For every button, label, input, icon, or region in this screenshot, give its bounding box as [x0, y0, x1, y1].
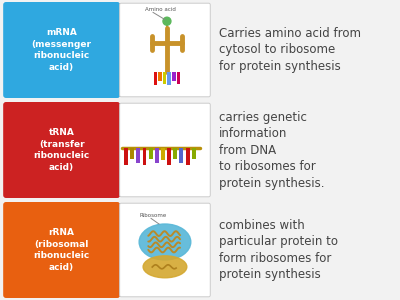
Text: tRNA
(transfer
ribonucleic
acid): tRNA (transfer ribonucleic acid) — [34, 128, 90, 172]
Bar — [163, 72, 166, 84]
Bar — [186, 148, 190, 165]
Bar — [124, 148, 128, 165]
Bar — [180, 148, 184, 163]
Bar — [192, 148, 196, 159]
FancyBboxPatch shape — [120, 103, 210, 197]
Ellipse shape — [143, 256, 187, 278]
FancyBboxPatch shape — [120, 203, 210, 297]
Bar — [167, 148, 171, 165]
Bar — [149, 148, 153, 159]
Bar — [136, 148, 140, 163]
Bar — [158, 72, 162, 81]
Text: Carries amino acid from
cytosol to ribosome
for protein synthesis: Carries amino acid from cytosol to ribos… — [219, 27, 361, 73]
Bar — [130, 148, 134, 159]
Text: Amino acid: Amino acid — [145, 7, 176, 12]
Bar — [154, 72, 157, 85]
FancyBboxPatch shape — [3, 202, 120, 298]
Bar — [161, 148, 165, 160]
Circle shape — [163, 17, 171, 25]
Text: Ribosome: Ribosome — [139, 213, 166, 218]
Bar — [173, 148, 177, 159]
Bar — [168, 72, 171, 85]
FancyBboxPatch shape — [3, 102, 120, 198]
FancyBboxPatch shape — [120, 3, 210, 97]
Bar — [155, 148, 159, 163]
Ellipse shape — [139, 224, 191, 260]
Bar — [172, 72, 176, 81]
Text: mRNA
(messenger
ribonucleic
acid): mRNA (messenger ribonucleic acid) — [32, 28, 92, 72]
Text: carries genetic
information
from DNA
to ribosomes for
protein synthesis.: carries genetic information from DNA to … — [219, 110, 324, 190]
Text: rRNA
(ribosomal
ribonucleic
acid): rRNA (ribosomal ribonucleic acid) — [34, 228, 90, 272]
Bar — [142, 148, 146, 165]
Bar — [176, 72, 180, 84]
FancyBboxPatch shape — [3, 2, 120, 98]
Text: combines with
particular protein to
form ribosomes for
protein synthesis: combines with particular protein to form… — [219, 219, 338, 281]
